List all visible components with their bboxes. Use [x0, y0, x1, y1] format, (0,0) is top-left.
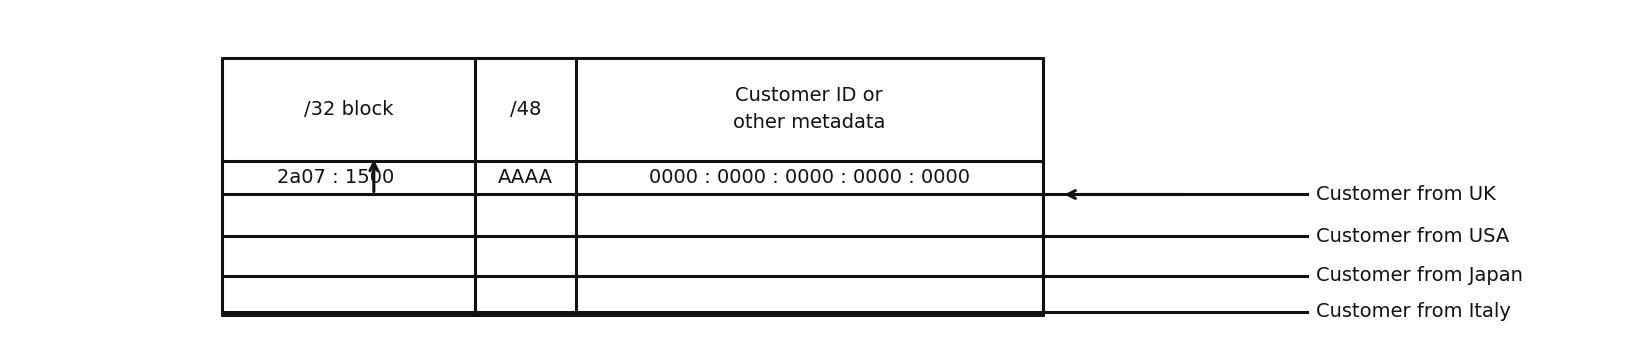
- Text: Customer from UK: Customer from UK: [1317, 185, 1496, 204]
- Text: /48: /48: [510, 100, 540, 119]
- Text: Customer from USA: Customer from USA: [1317, 227, 1509, 246]
- Text: Customer ID or
other metadata: Customer ID or other metadata: [733, 86, 886, 132]
- Text: 2a07 : 1500: 2a07 : 1500: [277, 168, 394, 187]
- Text: Customer from Italy: Customer from Italy: [1317, 302, 1511, 321]
- Text: Customer from Japan: Customer from Japan: [1317, 266, 1524, 285]
- Text: 0000 : 0000 : 0000 : 0000 : 0000: 0000 : 0000 : 0000 : 0000 : 0000: [648, 168, 970, 187]
- Text: /32 block: /32 block: [304, 100, 394, 119]
- Text: AAAA: AAAA: [498, 168, 554, 187]
